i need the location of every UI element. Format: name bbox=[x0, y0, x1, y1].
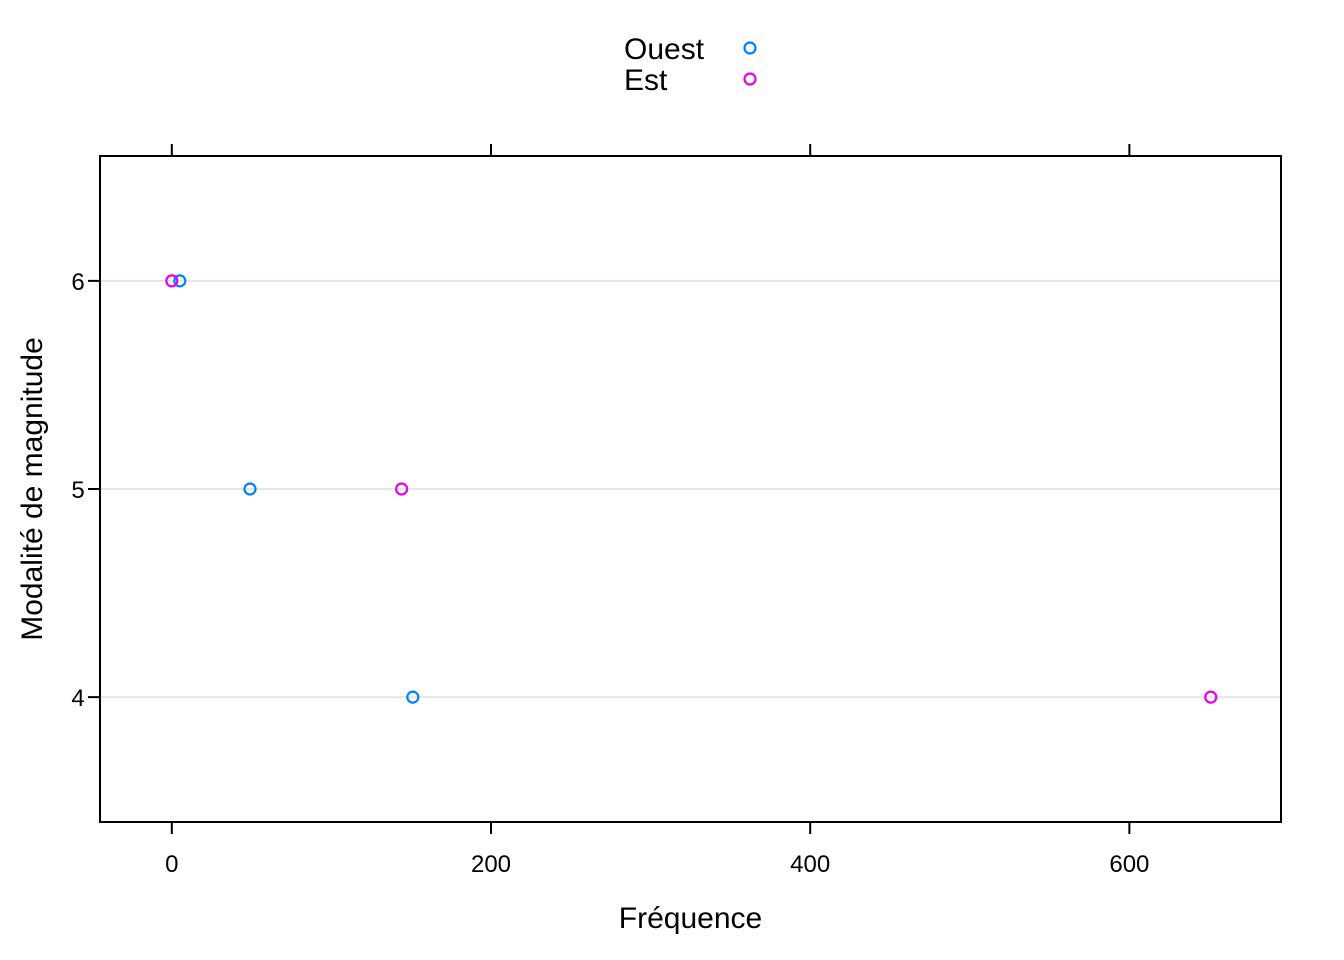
x-tick-label: 600 bbox=[1109, 851, 1149, 878]
y-tick-label: 4 bbox=[71, 685, 84, 712]
y-tick-label: 5 bbox=[71, 477, 84, 504]
x-axis: 0 200 400 600 bbox=[165, 144, 1149, 878]
x-tick-label: 0 bbox=[165, 851, 178, 878]
data-point-est bbox=[1204, 690, 1218, 704]
y-tick-label: 6 bbox=[71, 269, 84, 296]
legend-marker-est bbox=[743, 72, 757, 86]
y-axis: 4 5 6 bbox=[71, 269, 100, 712]
data-point-ouest bbox=[173, 274, 187, 288]
data-point-ouest bbox=[406, 690, 420, 704]
data-point-est bbox=[165, 274, 179, 288]
x-tick-label: 400 bbox=[790, 851, 830, 878]
gridlines bbox=[100, 279, 1281, 699]
legend-label-ouest: Ouest bbox=[624, 33, 705, 66]
legend-marker-ouest bbox=[743, 41, 757, 55]
data-points bbox=[165, 274, 1218, 704]
legend-label-est: Est bbox=[624, 64, 668, 97]
data-point-est bbox=[395, 482, 409, 496]
data-point-ouest bbox=[243, 482, 257, 496]
y-axis-title: Modalité de magnitude bbox=[16, 337, 49, 641]
x-tick-label: 200 bbox=[471, 851, 511, 878]
x-axis-title: Fréquence bbox=[619, 902, 762, 935]
